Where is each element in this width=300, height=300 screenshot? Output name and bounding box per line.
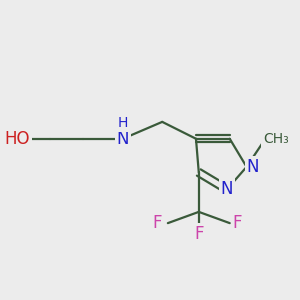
Text: F: F [232,214,242,232]
Text: H: H [118,116,128,130]
Text: CH₃: CH₃ [263,132,289,146]
Text: F: F [194,225,203,243]
Text: N: N [221,180,233,198]
Text: N: N [117,130,129,148]
Text: N: N [247,158,259,176]
Text: F: F [153,214,162,232]
Text: HO: HO [4,130,30,148]
